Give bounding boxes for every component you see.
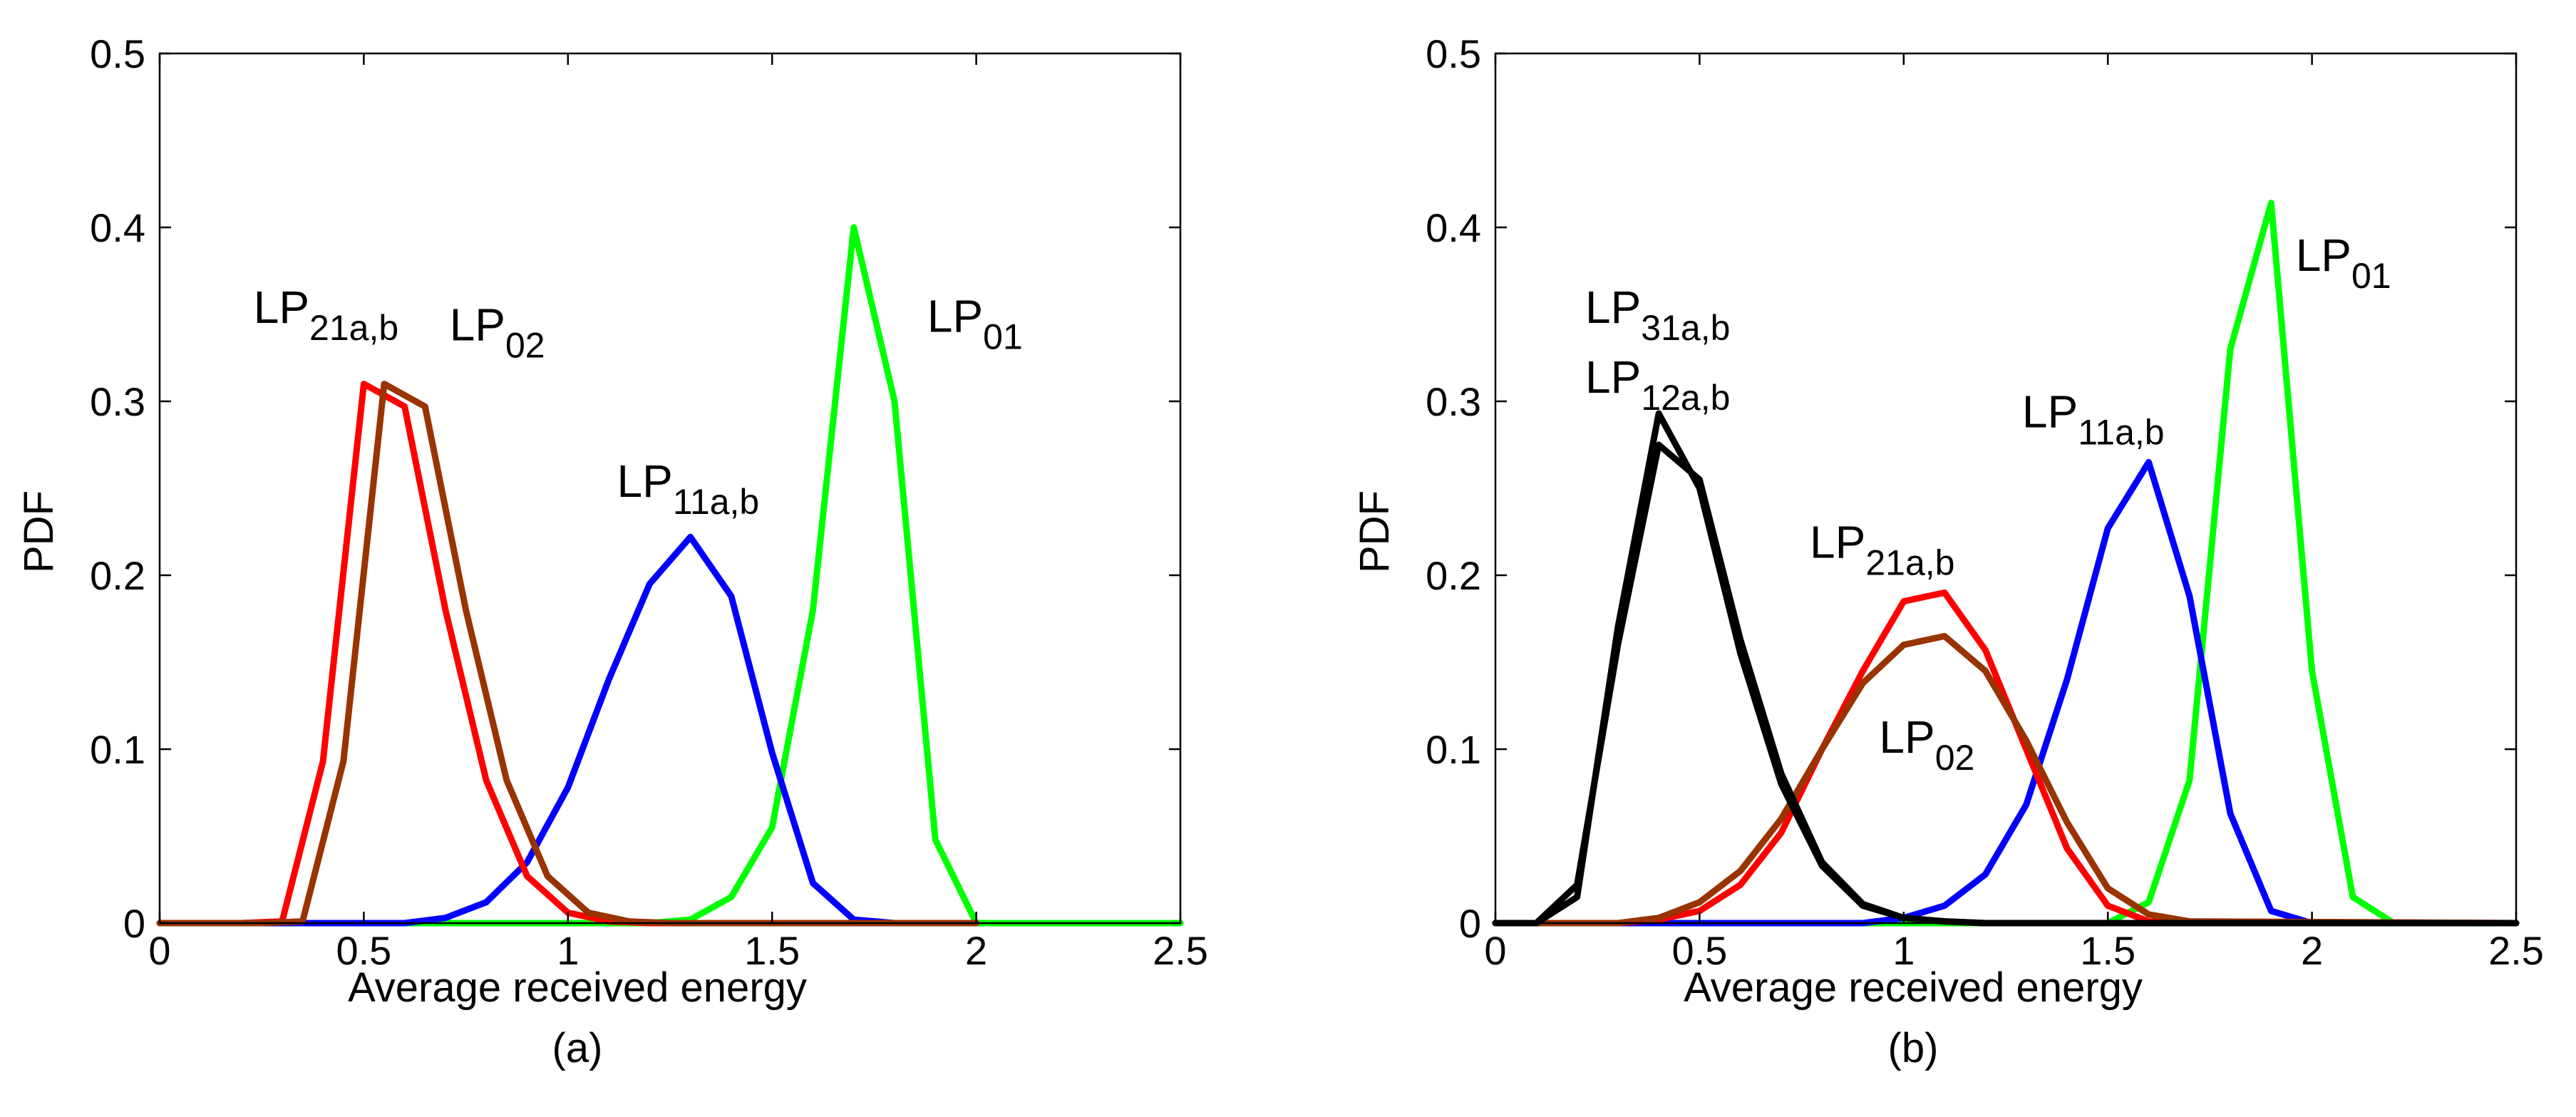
y-tick-label: 0 [123,901,145,946]
x-tick-label: 1 [1892,928,1915,973]
y-tick-label: 0.2 [1426,553,1481,598]
y-tick-label: 0.3 [1426,379,1481,424]
x-tick-label: 1.5 [2080,928,2135,973]
x-tick-label: 1.5 [744,928,800,973]
series-label-lp11a-b: LP11a,b [617,455,760,522]
y-tick-label: 0.4 [1426,205,1481,250]
series-label-lp01: LP01 [2296,230,2391,296]
y-tick-label: 0.1 [1426,727,1481,772]
y-tick-label: 0.4 [90,205,145,250]
series-label-lp12a-b: LP12a,b [1585,351,1730,418]
series-line-lp12a-b [1492,441,2520,927]
series-label-lp02: LP02 [450,299,545,366]
series-label-lp01: LP01 [927,290,1023,356]
series-line-lp21a-b [1492,589,2520,927]
y-axis-label: PDF [16,490,62,573]
series-label-lp11a-b: LP11a,b [2022,386,2165,453]
y-tick-label: 0.1 [90,727,145,772]
y-tick-label: 0.2 [90,553,145,598]
x-tick-label: 2 [2301,928,2323,973]
series-label-lp21a-b: LP21a,b [1810,517,1954,583]
x-tick-label: 1 [557,928,579,973]
y-axis-label: PDF [1351,490,1398,573]
x-tick-label: 0.5 [1671,928,1727,973]
series-line-lp02 [1492,632,2520,927]
plot-frame [158,52,1182,925]
x-tick-label: 0.5 [336,928,391,973]
x-tick-label: 2.5 [2488,928,2544,973]
series-label-lp31a-b: LP31a,b [1585,282,1730,348]
panel-caption: (a) [552,1025,603,1071]
x-axis-label: Average received energy [1684,964,2143,1011]
x-axis-label: Average received energy [348,964,807,1011]
y-tick-label: 0.5 [90,31,145,76]
x-tick-label: 2.5 [1153,928,1208,973]
y-tick-label: 0.3 [90,379,145,424]
panel-caption: (b) [1888,1025,1939,1071]
y-tick-label: 0 [1459,901,1481,946]
series-label-lp21a-b: LP21a,b [254,282,398,348]
x-tick-label: 0 [148,928,170,973]
series-line-lp02 [156,381,980,927]
series-line-lp11a-b [156,533,980,927]
y-tick-label: 0.5 [1426,31,1481,76]
plot-frame [1494,52,2518,925]
x-tick-label: 2 [965,928,987,973]
x-tick-label: 0 [1484,928,1506,973]
series-label-lp02: LP02 [1879,711,1974,778]
